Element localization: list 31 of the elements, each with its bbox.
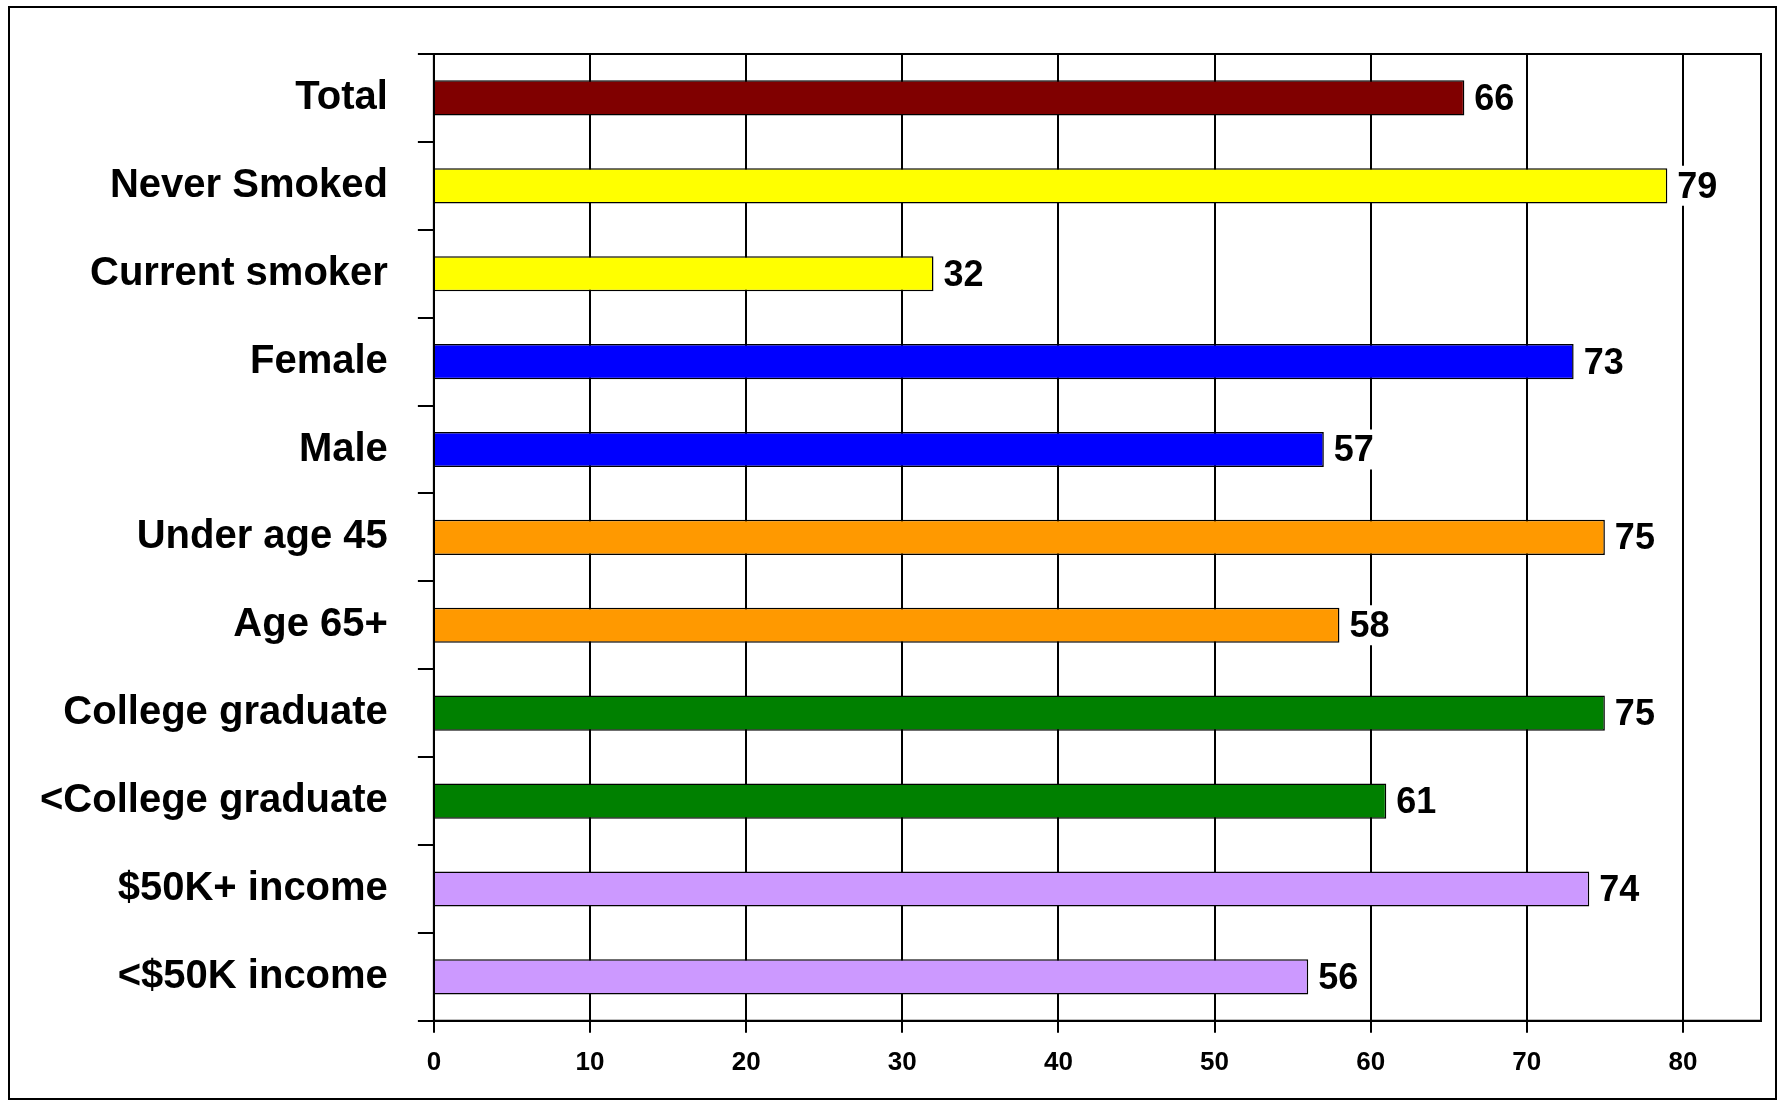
y-tick-label: Male [298, 424, 388, 469]
y-tick-label: <College graduate [40, 776, 388, 821]
data-label: 73 [1583, 340, 1624, 382]
x-tick-label: 0 [426, 1045, 442, 1076]
y-tick-label: College graduate [63, 688, 388, 733]
data-label: 75 [1614, 516, 1655, 558]
data-label: 58 [1349, 604, 1390, 646]
x-tick-label: 20 [731, 1045, 761, 1076]
y-tick-label: $50K+ income [117, 863, 388, 908]
y-tick-label: Under age 45 [136, 512, 388, 557]
data-label: 32 [943, 252, 984, 294]
data-label: 66 [1474, 76, 1515, 118]
y-tick-label: <$50K income [117, 951, 388, 996]
y-tick-label: Never Smoked [109, 160, 388, 205]
x-tick-label: 80 [1668, 1045, 1698, 1076]
x-tick-label: 10 [575, 1045, 605, 1076]
data-label: 74 [1599, 867, 1640, 909]
data-label: 79 [1677, 164, 1718, 206]
y-tick-label: Female [250, 336, 388, 381]
x-tick-label: 70 [1512, 1045, 1542, 1076]
x-tick-label: 60 [1356, 1045, 1386, 1076]
x-tick-label: 40 [1043, 1045, 1073, 1076]
x-tick-label: 30 [887, 1045, 917, 1076]
data-label: 56 [1318, 955, 1359, 997]
data-label: 57 [1333, 428, 1374, 470]
x-tick-label: 50 [1200, 1045, 1229, 1076]
data-label: 61 [1396, 779, 1437, 821]
y-tick-label: Current smoker [90, 248, 388, 293]
y-tick-label: Total [295, 72, 388, 117]
y-tick-label: Age 65+ [233, 600, 388, 645]
data-label: 75 [1614, 692, 1655, 734]
